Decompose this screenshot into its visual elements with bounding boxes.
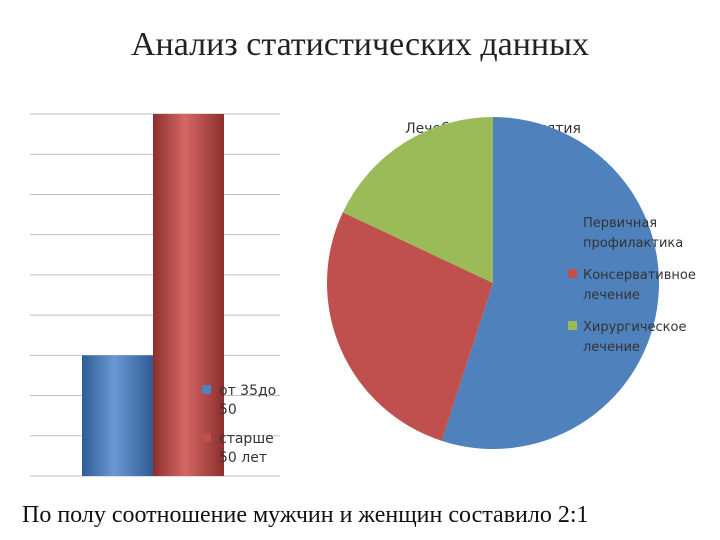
bar-chart: от 35до 50 старше 50 лет: [30, 113, 280, 477]
legend-swatch: [202, 433, 211, 442]
footer-text: По полу соотношение мужчин и женщин сост…: [22, 502, 589, 528]
legend-swatch: [202, 385, 211, 394]
pie-legend-label: Хирургическое лечение: [583, 320, 686, 355]
pie-slice-1: [441, 117, 659, 449]
legend-label: старше 50 лет: [219, 431, 274, 466]
slide-title: Анализ статистических данных: [131, 26, 589, 63]
pie-slice-3: [342, 116, 493, 283]
pie-legend-swatch: [568, 321, 577, 330]
pie-legend-label: Первичная профилактика: [583, 216, 683, 251]
pie-legend-swatch: [568, 269, 577, 278]
pie-chart: Лечебные мероприятияПервичнаяпрофилактик…: [326, 116, 696, 449]
bar-2: [153, 114, 224, 476]
pie-legend-swatch: [568, 217, 577, 226]
pie-slice-2: [326, 212, 493, 441]
pie-legend-label: Консервативное лечение: [583, 268, 696, 303]
bar-1: [82, 355, 153, 476]
legend-label: от 35до 50: [219, 383, 276, 418]
